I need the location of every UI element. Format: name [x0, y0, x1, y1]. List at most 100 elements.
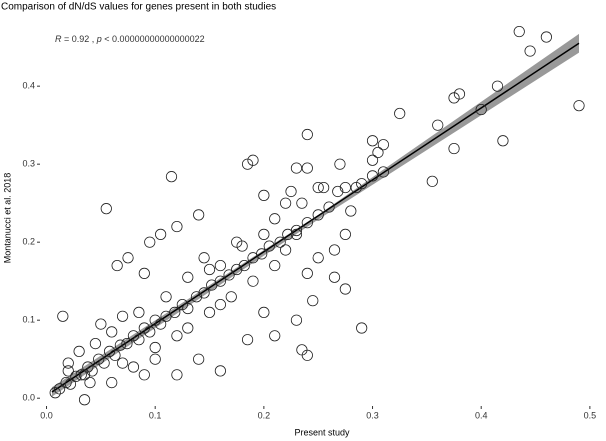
point [133, 306, 145, 318]
point [296, 197, 308, 209]
point [301, 349, 313, 361]
point [256, 248, 268, 260]
point [149, 341, 161, 354]
point [86, 365, 98, 377]
point [377, 166, 389, 178]
point [64, 378, 77, 390]
x-tick-label: 0.5 [584, 410, 597, 420]
point [171, 330, 183, 342]
point [144, 236, 156, 248]
point [116, 310, 129, 322]
x-tick-label: 0.0 [40, 410, 53, 420]
point [290, 228, 303, 240]
point [223, 269, 235, 281]
point [109, 349, 121, 361]
y-tick-label: 0.3 [22, 159, 35, 169]
point [339, 283, 351, 295]
point [236, 240, 248, 252]
point [78, 369, 91, 381]
y-tick-label: 0.1 [22, 315, 35, 325]
point [138, 369, 150, 381]
y-tick-label: 0.0 [22, 393, 35, 403]
x-tick-label: 0.1 [149, 410, 162, 420]
annotation-part: < 0.00000000000000022 [102, 34, 205, 44]
point [372, 146, 384, 159]
annotation-part: = 0.92 , [62, 34, 97, 44]
point [290, 224, 303, 237]
point [89, 337, 102, 350]
point [269, 330, 281, 342]
point [238, 259, 250, 272]
point [138, 267, 150, 279]
point [57, 310, 69, 322]
point [241, 158, 254, 170]
point [296, 344, 308, 356]
point [225, 291, 237, 303]
point [144, 326, 156, 338]
point [214, 298, 226, 311]
point [491, 80, 504, 92]
point [182, 322, 194, 334]
point [111, 259, 123, 272]
point [307, 295, 319, 307]
point [269, 259, 281, 272]
point [214, 365, 226, 377]
point [258, 228, 270, 240]
point [171, 369, 183, 381]
point [290, 314, 303, 326]
y-axis-title: Montanucci et al. 2018 [2, 173, 12, 264]
y-tick-label: 0.4 [22, 81, 35, 91]
point [106, 326, 118, 338]
point [366, 154, 379, 166]
point [169, 306, 181, 318]
point [513, 25, 525, 38]
point [301, 128, 313, 141]
point [149, 353, 161, 365]
point [334, 158, 346, 170]
confidence-band [51, 33, 580, 397]
point [155, 228, 167, 240]
point [70, 370, 82, 382]
point [345, 205, 357, 217]
point [285, 185, 297, 198]
point [301, 267, 313, 279]
point [475, 103, 487, 116]
x-tick-label: 0.4 [475, 410, 488, 420]
point [193, 209, 205, 221]
point [323, 201, 335, 213]
point [328, 271, 341, 283]
point [155, 318, 167, 330]
point [203, 263, 216, 276]
point [263, 240, 275, 252]
x-tick-label: 0.3 [366, 410, 379, 420]
point [82, 361, 94, 373]
point [231, 263, 243, 276]
point [394, 107, 406, 120]
point [366, 135, 379, 147]
point [332, 185, 344, 198]
annotation: R = 0.92 , p < 0.00000000000000022 [55, 34, 205, 44]
point [53, 383, 66, 395]
point [258, 189, 270, 201]
point [62, 365, 74, 377]
point [339, 181, 351, 194]
point [171, 220, 183, 233]
point [73, 345, 85, 357]
point [95, 318, 107, 330]
point [312, 252, 324, 264]
point [190, 291, 203, 303]
point [356, 322, 368, 334]
y-tick-label: 0.2 [22, 237, 35, 247]
point [106, 376, 118, 389]
point [290, 162, 303, 174]
point [127, 361, 140, 373]
point [133, 334, 145, 346]
point [203, 306, 216, 318]
point [121, 337, 133, 350]
point [198, 287, 210, 299]
point [165, 171, 178, 183]
point [524, 45, 536, 57]
annotation-part: R [55, 34, 62, 44]
point [497, 135, 509, 147]
annotation-part: p [96, 34, 102, 44]
